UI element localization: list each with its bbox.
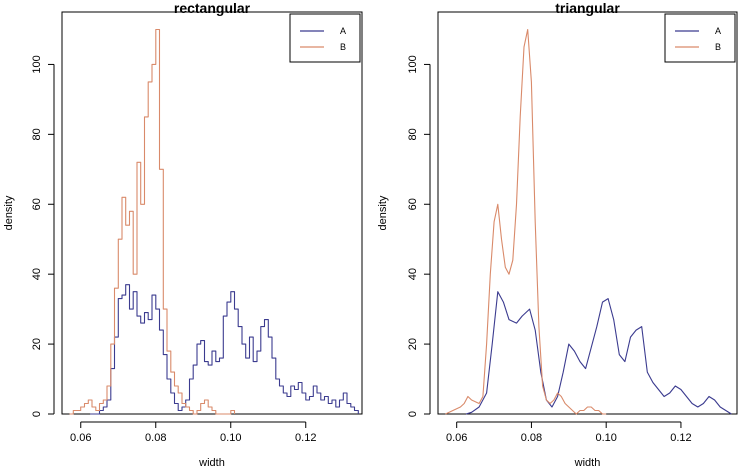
y-tick-label: 0 [407,411,419,417]
legend: AB [664,13,736,63]
x-tick-label: 0.06 [70,432,91,444]
y-tick-label: 20 [31,338,43,350]
chart-panel-rectangular: rectangular width density 0.06 0.08 0.10 0.12 0… [3,0,363,469]
x-tick-label: 0.08 [521,432,542,444]
x-tick-label: 0.12 [295,432,316,444]
y-tick-label: 80 [407,128,419,140]
series-line-A [465,291,732,415]
legend-label-A: A [340,26,346,36]
x-tick-label: 0.12 [670,432,691,444]
series-line-B [445,28,607,415]
y-tick-label: 40 [31,268,43,280]
x-tick-label: 0.10 [220,432,241,444]
x-axis-label: width [574,457,601,469]
y-tick-label: 60 [31,198,43,210]
legend-label-B: B [715,42,721,52]
y-tick-label: 100 [31,55,43,73]
x-tick-label: 0.06 [446,432,467,444]
y-tick-label: 40 [407,268,419,280]
x-axis-label: width [198,457,225,469]
x-tick-label: 0.08 [145,432,166,444]
plot-frame [437,11,738,415]
chart-title: rectangular [174,0,251,16]
chart-title: triangular [555,0,620,16]
y-axis-label: density [3,195,15,230]
chart-panel-triangular: triangular width density 0.06 0.08 0.10 0.12 0 2… [377,0,738,469]
y-tick-label: 100 [407,55,419,73]
y-axis-label: density [377,195,389,230]
series-line-A [90,284,359,415]
legend-label-A: A [715,26,721,36]
y-tick-label: 20 [407,338,419,350]
legend-box [289,13,361,63]
plot-frame [61,11,363,415]
y-tick-label: 60 [407,198,419,210]
legend-box [664,13,736,63]
x-tick-label: 0.10 [595,432,616,444]
y-tick-label: 0 [31,411,43,417]
legend-label-B: B [340,42,346,52]
legend: AB [289,13,361,63]
y-tick-label: 80 [31,128,43,140]
series-line-B [69,28,236,415]
